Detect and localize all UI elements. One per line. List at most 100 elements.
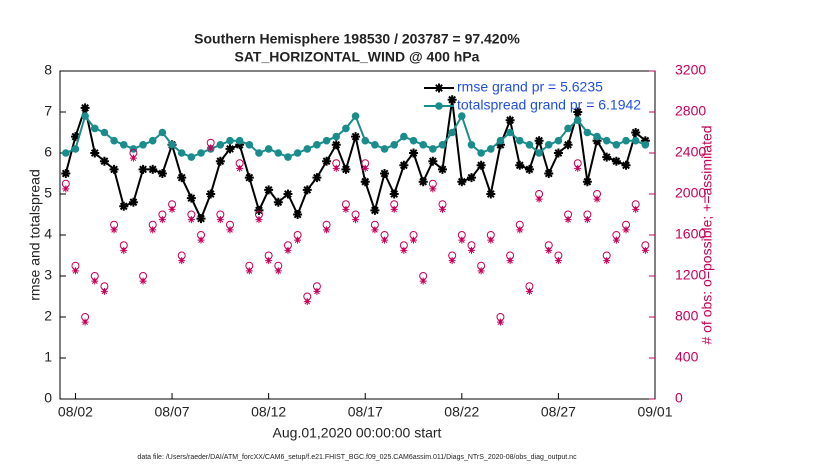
star-marker	[631, 128, 641, 137]
star-marker	[331, 140, 341, 150]
dot-marker	[400, 132, 408, 141]
dot-marker	[506, 128, 514, 137]
star-marker	[524, 164, 534, 174]
star-marker	[361, 164, 369, 172]
star-marker	[341, 164, 351, 174]
star-marker	[535, 195, 543, 203]
dot-marker	[419, 141, 427, 149]
star-marker	[632, 205, 640, 213]
star-marker	[495, 140, 505, 150]
dot-marker	[197, 149, 205, 157]
dot-marker	[486, 145, 495, 153]
dot-marker	[612, 141, 621, 149]
star-marker	[534, 136, 544, 146]
y-tick-label: 8	[44, 62, 52, 78]
star-marker	[603, 257, 611, 265]
star-marker	[611, 156, 621, 166]
chart-subtitle: SAT_HORIZONTAL_WIND @ 400 hPa	[235, 49, 480, 65]
y-tick-label: 4	[44, 226, 52, 242]
star-marker	[467, 246, 475, 254]
star-marker	[516, 226, 524, 234]
legend-marker	[434, 83, 444, 93]
star-marker	[332, 164, 340, 172]
dot-marker	[573, 116, 582, 124]
star-marker	[389, 189, 399, 199]
dot-marker	[90, 124, 99, 133]
star-marker	[592, 136, 602, 146]
star-marker	[409, 148, 419, 158]
dot-marker	[187, 153, 196, 161]
y2-tick-label: 800	[675, 308, 699, 324]
star-marker	[303, 298, 311, 306]
dot-marker	[564, 124, 572, 133]
star-marker	[429, 185, 437, 193]
star-marker	[158, 216, 166, 224]
dot-marker	[216, 141, 225, 149]
dot-marker	[458, 112, 466, 120]
star-marker	[274, 267, 282, 275]
star-marker	[207, 144, 215, 152]
star-marker	[302, 185, 312, 195]
dot-marker	[448, 128, 456, 137]
star-marker	[457, 177, 467, 187]
dot-marker	[496, 136, 505, 145]
star-marker	[110, 226, 118, 234]
star-marker	[100, 287, 108, 295]
star-marker	[186, 193, 196, 203]
dot-marker	[371, 141, 379, 149]
star-marker	[91, 277, 99, 285]
dot-marker	[255, 149, 263, 157]
dot-marker	[409, 136, 418, 145]
star-marker	[109, 164, 119, 174]
star-marker	[380, 169, 390, 178]
star-marker	[62, 185, 70, 193]
star-marker	[129, 154, 137, 162]
dot-marker	[313, 141, 321, 149]
star-marker	[119, 201, 129, 211]
star-marker	[554, 257, 562, 265]
dot-marker	[81, 112, 89, 120]
star-marker	[447, 95, 457, 105]
dot-marker	[119, 141, 128, 149]
dot-marker	[293, 149, 302, 157]
star-marker	[593, 195, 601, 203]
star-marker	[90, 148, 100, 158]
x-tick-label: 08/22	[444, 404, 479, 420]
star-marker	[284, 246, 292, 254]
dot-marker	[284, 153, 292, 161]
dot-marker	[554, 136, 563, 145]
y-tick-label: 3	[44, 267, 52, 283]
star-marker	[545, 246, 553, 254]
star-marker	[352, 216, 360, 224]
star-marker	[216, 216, 224, 224]
y2-tick-label: 1200	[675, 267, 706, 283]
star-marker	[138, 164, 148, 174]
dot-marker	[593, 132, 601, 141]
dot-marker	[177, 149, 186, 157]
star-marker	[419, 277, 427, 285]
star-marker	[70, 132, 80, 142]
star-marker	[322, 156, 332, 166]
y-tick-label: 1	[44, 349, 52, 365]
dot-marker	[622, 136, 630, 145]
star-marker	[81, 318, 89, 326]
star-marker	[128, 197, 138, 207]
star-marker	[120, 246, 128, 254]
y2-tick-label: 1600	[675, 226, 706, 242]
star-marker	[71, 267, 79, 275]
star-marker	[466, 173, 476, 183]
star-marker	[439, 205, 446, 213]
star-marker	[390, 205, 398, 213]
y2-tick-label: 2800	[675, 103, 706, 119]
star-marker	[476, 160, 486, 170]
y2-tick-label: 400	[675, 349, 699, 365]
dot-marker	[467, 141, 476, 149]
star-marker	[602, 152, 612, 162]
dot-marker	[148, 136, 157, 145]
dot-marker	[245, 141, 254, 149]
y-axis-label: rmse and totalspread	[27, 169, 43, 301]
x-tick-label: 08/17	[348, 404, 383, 420]
y-tick-label: 2	[44, 308, 52, 324]
x-tick-label: 09/01	[637, 404, 672, 420]
star-marker	[564, 216, 572, 224]
